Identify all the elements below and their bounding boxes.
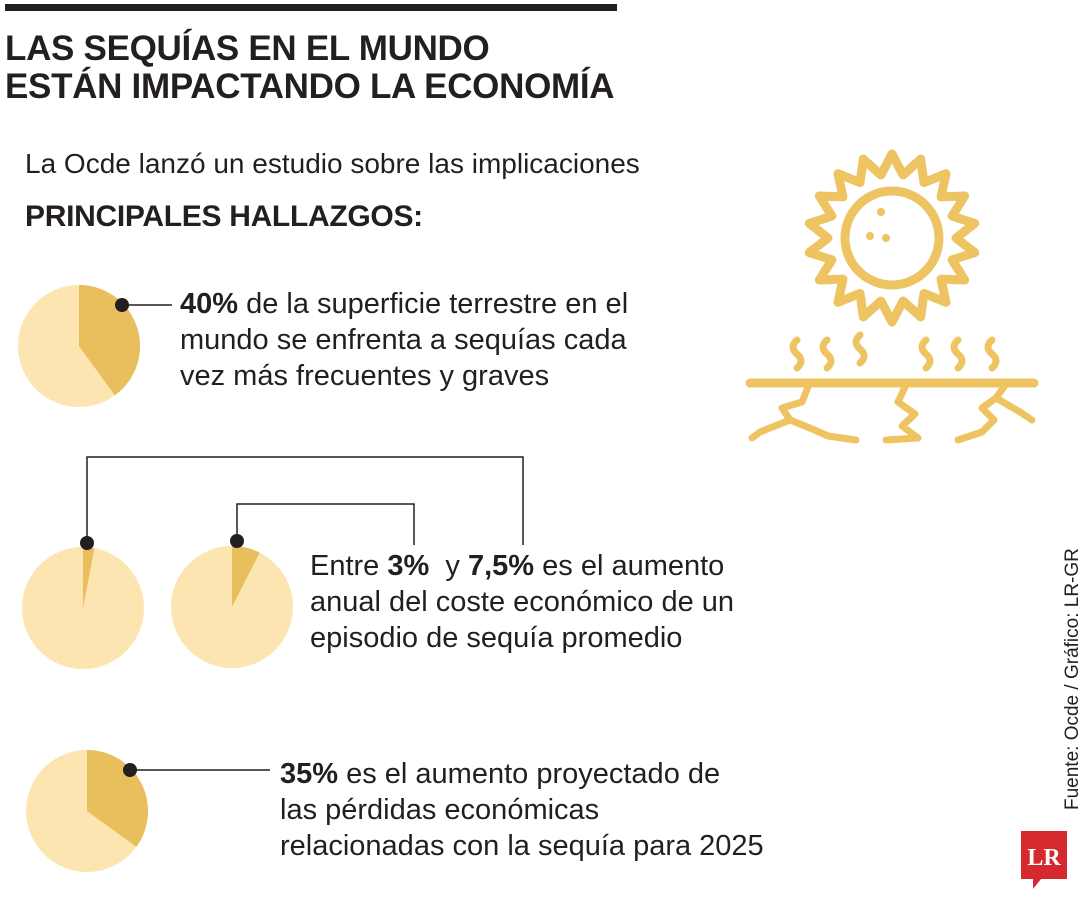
section-heading: PRINCIPALES HALLAZGOS: <box>25 200 423 233</box>
subtitle: La Ocde lanzó un estudio sobre las impli… <box>25 148 640 179</box>
finding-2: Entre 3% y 7,5% es el aumento anual del … <box>310 548 870 656</box>
finding-1: 40% de la superficie terrestre en el mun… <box>180 286 740 394</box>
finding-2-text: episodio de sequía promedio <box>310 622 683 654</box>
finding-1-text: mundo se enfrenta a sequías cada <box>180 324 627 356</box>
sun-core <box>840 186 944 290</box>
finding-1-value: 40% <box>180 288 239 320</box>
leader-line <box>86 456 524 545</box>
finding-3-value: 35% <box>280 758 339 790</box>
heat-waves <box>789 331 1000 372</box>
lr-logo: LR <box>1021 831 1067 889</box>
sun-spot <box>882 234 890 242</box>
source-credit: Fuente: Ocde / Gráfico: LR-GR <box>1062 548 1080 810</box>
sun-drought-icon <box>745 149 1039 444</box>
leader-line <box>236 503 415 545</box>
page-title: LAS SEQUÍAS EN EL MUNDO ESTÁN IMPACTANDO… <box>5 30 705 106</box>
finding-2-text: anual del coste económico de un <box>310 586 735 618</box>
sun-spot <box>866 232 874 240</box>
finding-3-text: relacionadas con la sequía para 2025 <box>280 830 764 862</box>
logo-text: LR <box>1027 845 1061 871</box>
callout-dot <box>115 298 129 312</box>
sun-rays <box>804 149 980 327</box>
finding-3: 35% es el aumento proyectado de las pérd… <box>280 756 840 864</box>
finding-1-text: de la superficie terrestre en el <box>238 288 629 320</box>
finding-2-value-a: 3% <box>387 550 430 582</box>
pie-highlight-slice <box>83 547 95 608</box>
title-line-1: LAS SEQUÍAS EN EL MUNDO <box>5 29 490 68</box>
sun-spot <box>877 208 885 216</box>
finding-3-text: es el aumento proyectado de <box>338 758 721 790</box>
pie-highlight-slice <box>232 546 260 607</box>
finding-2-prefix: Entre <box>310 550 388 582</box>
finding-2-text: es el aumento <box>534 550 725 582</box>
finding-2-connector: y <box>429 550 468 582</box>
callout-dots <box>80 298 244 777</box>
pie-highlight-slice <box>79 285 140 396</box>
callout-dot <box>230 534 244 548</box>
callout-dot <box>80 536 94 550</box>
pie-charts <box>18 285 293 872</box>
callout-dot <box>123 763 137 777</box>
finding-2-value-b: 7,5% <box>467 550 535 582</box>
leader-lines <box>86 304 524 771</box>
ground-cracks <box>748 383 1036 444</box>
finding-3-text: las pérdidas económicas <box>280 794 600 826</box>
finding-1-text: vez más frecuentes y graves <box>180 360 550 392</box>
top-rule <box>5 4 617 11</box>
title-line-2: ESTÁN IMPACTANDO LA ECONOMÍA <box>5 67 615 106</box>
